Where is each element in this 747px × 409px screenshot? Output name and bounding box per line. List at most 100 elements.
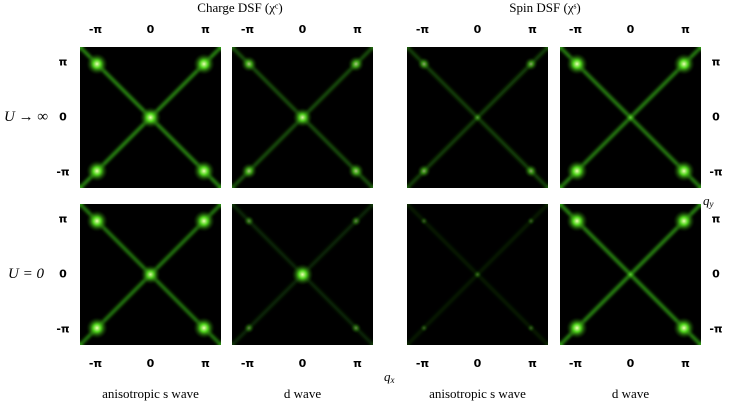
column-label: anisotropic s wave [429, 386, 526, 401]
column-label: d wave [284, 386, 321, 401]
left-tick-label: π [59, 56, 68, 69]
corner-spot [417, 164, 431, 178]
right-tick-label: 0 [712, 111, 720, 124]
bottom-tick-label: 0 [299, 357, 307, 370]
bottom-tick-label: -π [241, 357, 255, 370]
left-tick-label: π [59, 213, 68, 226]
right-tick-label: π [712, 56, 721, 69]
right-tick-label: -π [709, 165, 723, 178]
corner-spot [240, 162, 258, 180]
right-tick-label: 0 [712, 268, 720, 281]
corner-spot [526, 216, 536, 226]
right-tick-label: π [712, 213, 721, 226]
bottom-tick-label: 0 [627, 357, 635, 370]
x-axis-label: qx [384, 369, 395, 385]
panel [80, 204, 221, 345]
corner-spot [417, 57, 431, 71]
panel-inner [80, 204, 221, 345]
top-tick-label: π [528, 23, 537, 36]
corner-spot [350, 215, 362, 227]
left-tick-label: -π [56, 322, 70, 335]
corner-spot [86, 317, 108, 339]
top-tick-label: π [353, 23, 362, 36]
corner-spot [243, 322, 255, 334]
group-title: Charge DSF (χᶜ) [197, 0, 282, 15]
bottom-tick-label: 0 [474, 357, 482, 370]
corner-spot [193, 210, 215, 232]
y-axis-label: qy [703, 193, 714, 209]
corner-spot [240, 55, 258, 73]
corner-spot [193, 160, 215, 182]
bottom-tick-label: π [353, 357, 362, 370]
bottom-tick-label: π [528, 357, 537, 370]
corner-spot [193, 53, 215, 75]
left-tick-label: 0 [59, 111, 67, 124]
corner-spot [566, 53, 588, 75]
center-spot [291, 263, 314, 286]
corner-spot [566, 160, 588, 182]
panel-inner [232, 47, 373, 188]
corner-spot [86, 210, 108, 232]
panel-inner [232, 204, 373, 345]
corner-spot [350, 322, 362, 334]
top-tick-label: -π [416, 23, 430, 36]
panel-inner [560, 47, 701, 188]
corner-spot [86, 160, 108, 182]
bottom-tick-label: 0 [147, 357, 155, 370]
top-tick-label: 0 [474, 23, 482, 36]
corner-spot [566, 210, 588, 232]
panel [407, 204, 548, 345]
top-tick-label: π [681, 23, 690, 36]
bottom-tick-label: -π [569, 357, 583, 370]
corner-spot [673, 160, 695, 182]
row-label: U = 0 [8, 266, 44, 282]
panel [232, 47, 373, 188]
corner-spot [419, 323, 429, 333]
corner-spot [86, 53, 108, 75]
group-title: Spin DSF (χˢ) [509, 0, 580, 15]
column-label: d wave [612, 386, 649, 401]
top-tick-label: π [201, 23, 210, 36]
panel [232, 204, 373, 345]
center-spot [140, 264, 161, 285]
corner-spot [673, 210, 695, 232]
corner-spot [566, 317, 588, 339]
bottom-tick-label: π [201, 357, 210, 370]
right-tick-label: -π [709, 322, 723, 335]
corner-spot [347, 162, 365, 180]
column-label: anisotropic s wave [102, 386, 199, 401]
center-spot [292, 107, 313, 128]
bottom-tick-label: -π [416, 357, 430, 370]
top-tick-label: 0 [627, 23, 635, 36]
corner-spot [673, 53, 695, 75]
panel-inner [560, 204, 701, 345]
bottom-tick-label: π [681, 357, 690, 370]
corner-spot [243, 215, 255, 227]
left-tick-label: -π [56, 165, 70, 178]
top-tick-label: 0 [299, 23, 307, 36]
panel [560, 47, 701, 188]
center-spot [625, 269, 636, 280]
center-spot [625, 112, 636, 123]
corner-spot [673, 317, 695, 339]
center-spot [473, 270, 482, 279]
panel-inner [80, 47, 221, 188]
center-spot [139, 106, 162, 129]
corner-spot [347, 55, 365, 73]
top-tick-label: -π [569, 23, 583, 36]
corner-spot [526, 323, 536, 333]
corner-spot [193, 317, 215, 339]
top-tick-label: 0 [147, 23, 155, 36]
corner-spot [419, 216, 429, 226]
panel [407, 47, 548, 188]
panel [560, 204, 701, 345]
left-tick-label: 0 [59, 268, 67, 281]
top-tick-label: -π [241, 23, 255, 36]
panel-inner [407, 47, 548, 188]
center-spot [472, 112, 483, 123]
corner-spot [524, 57, 538, 71]
top-tick-label: -π [89, 23, 103, 36]
row-label: U → ∞ [4, 109, 48, 125]
panel [80, 47, 221, 188]
